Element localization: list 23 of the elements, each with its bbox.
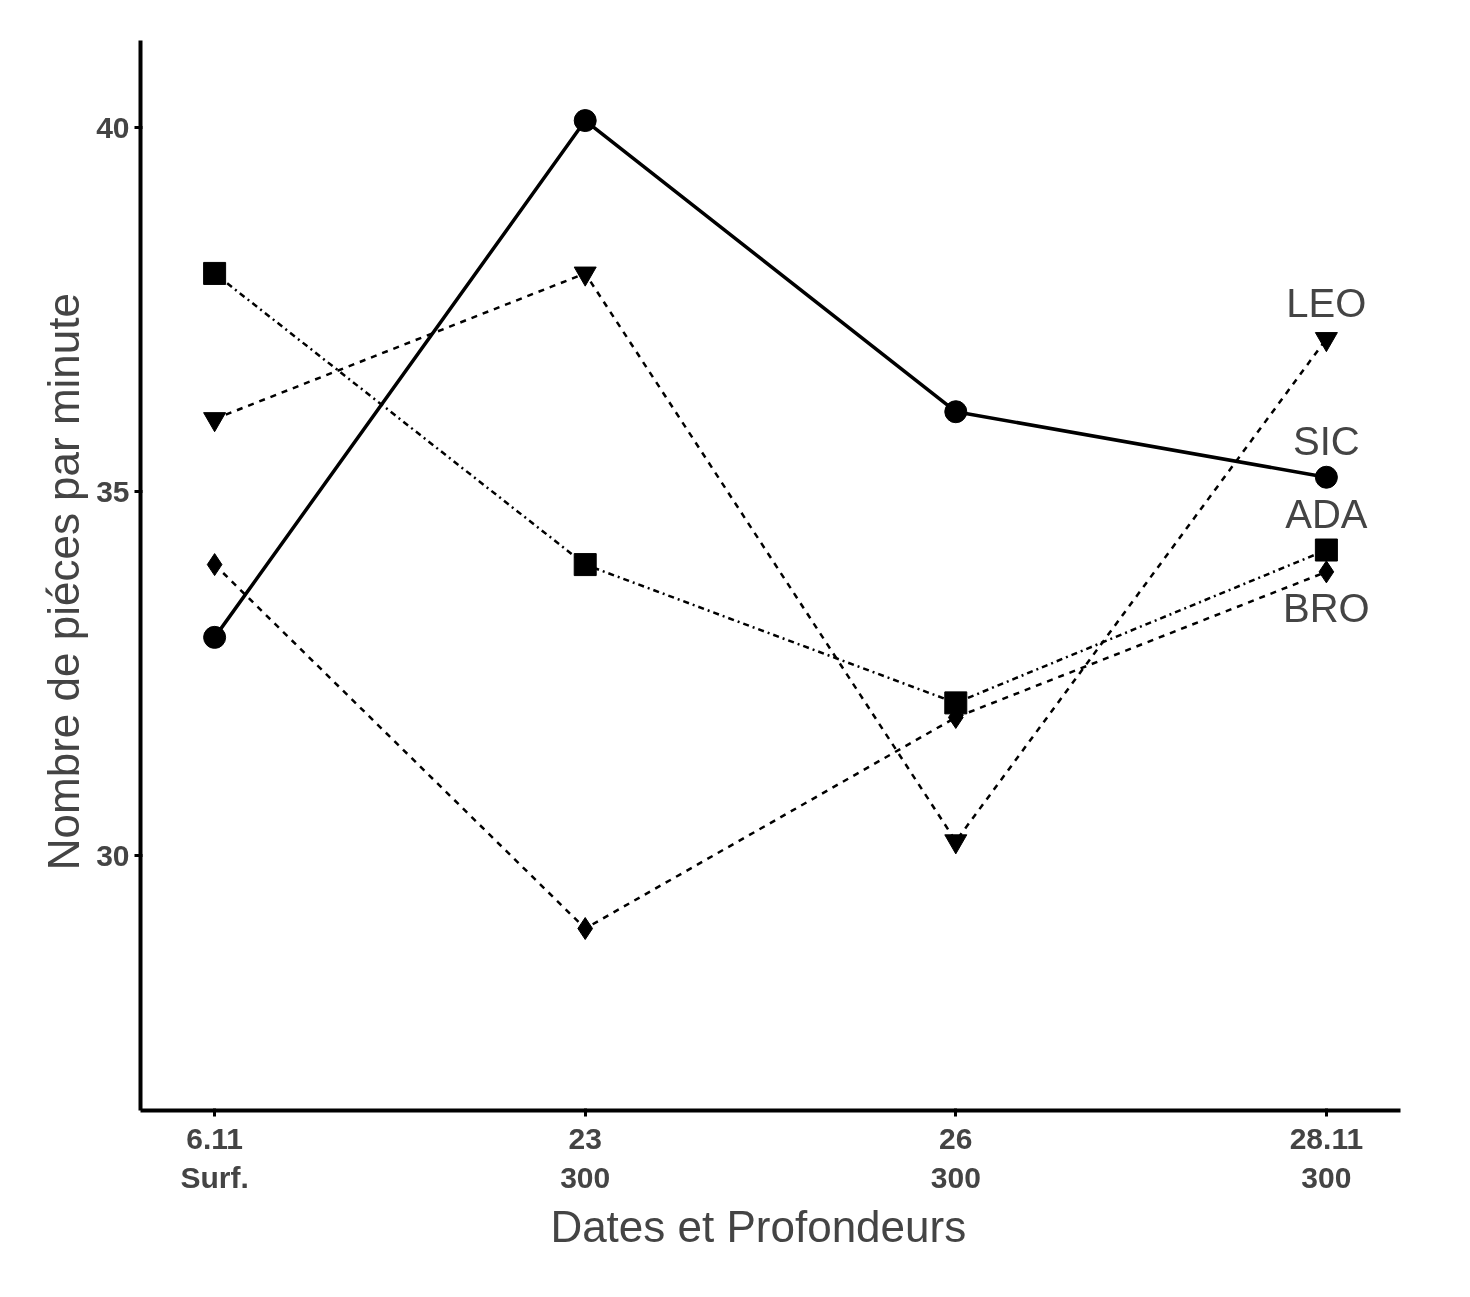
y-tick-label: 35 (96, 474, 130, 508)
y-tick-label: 40 (96, 110, 130, 144)
series-label: LEO (1286, 280, 1367, 325)
y-axis-title: Nombre de piéces par minute (39, 293, 89, 871)
point (203, 261, 227, 285)
x-tick-label: 23 300 (560, 1121, 611, 1195)
point (203, 625, 227, 649)
series-label: BRO (1283, 585, 1370, 630)
x-tick-label: 26 300 (930, 1121, 981, 1195)
point (573, 109, 597, 133)
point (1314, 538, 1338, 562)
series-label: ADA (1285, 492, 1368, 537)
point (944, 400, 968, 424)
point (1318, 560, 1335, 584)
x-axis-title: Dates et Profondeurs (550, 1202, 967, 1252)
point (573, 553, 597, 577)
point (1314, 465, 1338, 489)
x-tick-label: 28.11 300 (1289, 1121, 1364, 1195)
point (206, 553, 223, 577)
series-label: SIC (1293, 419, 1360, 464)
y-tick-label: 30 (96, 838, 130, 872)
point (577, 917, 594, 941)
x-tick-label: 6.11 Surf. (180, 1121, 249, 1195)
